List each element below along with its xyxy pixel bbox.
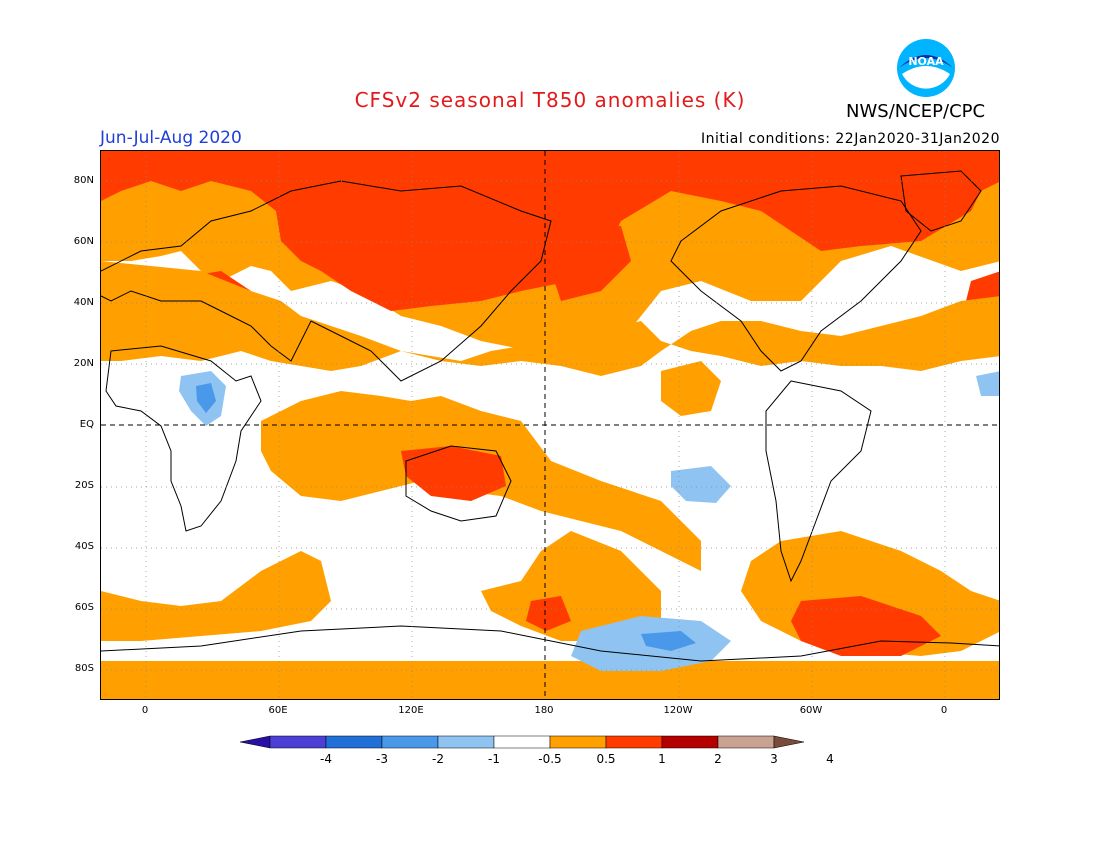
anomaly-region-africa-blue-core xyxy=(196,383,216,413)
colorbar-tick-label: 4 xyxy=(826,752,834,766)
colorbar-cell xyxy=(717,735,775,749)
colorbar-tick-label: -3 xyxy=(376,752,388,766)
agency-label: NWS/NCEP/CPC xyxy=(846,101,986,122)
lon-label-60w: 60W xyxy=(799,705,823,716)
lat-label-20s: 20S xyxy=(74,480,94,491)
colorbar-tick-label: -1 xyxy=(488,752,500,766)
colorbar-arrow-low xyxy=(240,735,271,749)
initial-conditions-label: Initial conditions: 22Jan2020-31Jan2020 xyxy=(701,131,1000,147)
season-label: Jun-Jul-Aug 2020 xyxy=(100,128,242,148)
gridlines xyxy=(101,151,999,699)
lat-label-60n: 60N xyxy=(73,236,94,247)
chart-title: CFSv2 seasonal T850 anomalies (K) xyxy=(354,88,746,112)
anomaly-region-east-pacific-blue xyxy=(671,466,731,503)
colorbar-cell xyxy=(325,735,383,749)
anomaly-region-south-indian-orange xyxy=(101,551,331,641)
colorbar xyxy=(240,735,805,749)
colorbar-tick-label: 0.5 xyxy=(596,752,616,766)
anomaly-region-ross-sea-blue-core xyxy=(641,631,696,651)
colorbar-cell xyxy=(605,735,663,749)
coastline-north-america xyxy=(670,185,922,372)
colorbar-cell xyxy=(381,735,439,749)
colorbar-arrow-high xyxy=(773,735,805,749)
coastlines xyxy=(101,170,999,662)
coastline-greenland xyxy=(900,170,982,232)
anomaly-region-sw-pacific-red xyxy=(526,596,571,631)
colorbar-cell xyxy=(549,735,607,749)
noaa-logo: NOAA xyxy=(896,38,956,98)
colorbar-cell xyxy=(269,735,327,749)
anomaly-region-australia-red xyxy=(401,446,506,501)
lat-label-60s: 60S xyxy=(74,602,94,613)
coastline-africa xyxy=(105,345,262,532)
anomaly-region-antarctic-orange xyxy=(101,661,999,699)
anomaly-region-north-pacific-red xyxy=(551,226,631,301)
anomaly-region-drake-red xyxy=(791,596,941,656)
lon-label-60e: 60E xyxy=(268,705,288,716)
colorbar-cell xyxy=(437,735,495,749)
colorbar-cell xyxy=(661,735,719,749)
lat-label-20n: 20N xyxy=(73,358,94,369)
lat-label-eq: EQ xyxy=(79,419,94,430)
coastline-south-america xyxy=(765,380,872,583)
colorbar-tick-label: 3 xyxy=(770,752,778,766)
anomaly-map xyxy=(100,150,1000,700)
colorbar-cell xyxy=(493,735,551,749)
lat-label-80s: 80S xyxy=(74,663,94,674)
lon-label-180: 180 xyxy=(534,705,554,716)
coastline-australia xyxy=(405,445,512,522)
logo-text: NOAA xyxy=(908,55,944,68)
coastline-antarctica xyxy=(101,625,999,662)
lon-label-0: 0 xyxy=(141,705,149,716)
colorbar-tick-label: 2 xyxy=(714,752,722,766)
anomaly-region-atlantic-blue xyxy=(976,371,999,396)
anomaly-region-nh-orange xyxy=(101,261,999,376)
map-canvas xyxy=(101,151,999,699)
lon-label-120e: 120E xyxy=(398,705,424,716)
coastline-eurasia xyxy=(101,180,552,382)
lon-label-120w: 120W xyxy=(663,705,693,716)
colorbar-tick-label: 1 xyxy=(658,752,666,766)
colorbar-tick-label: -4 xyxy=(320,752,332,766)
lat-label-40s: 40S xyxy=(74,541,94,552)
anomaly-region-east-pacific-orange xyxy=(661,361,721,416)
lat-label-80n: 80N xyxy=(73,175,94,186)
lon-label-0-east: 0 xyxy=(940,705,948,716)
colorbar-tick-label: -2 xyxy=(432,752,444,766)
anomaly-region-sw-pacific-orange xyxy=(481,531,661,641)
colorbar-tick-label: -0.5 xyxy=(538,752,562,766)
anomaly-region-arctic-red xyxy=(101,151,999,311)
lat-label-40n: 40N xyxy=(73,297,94,308)
